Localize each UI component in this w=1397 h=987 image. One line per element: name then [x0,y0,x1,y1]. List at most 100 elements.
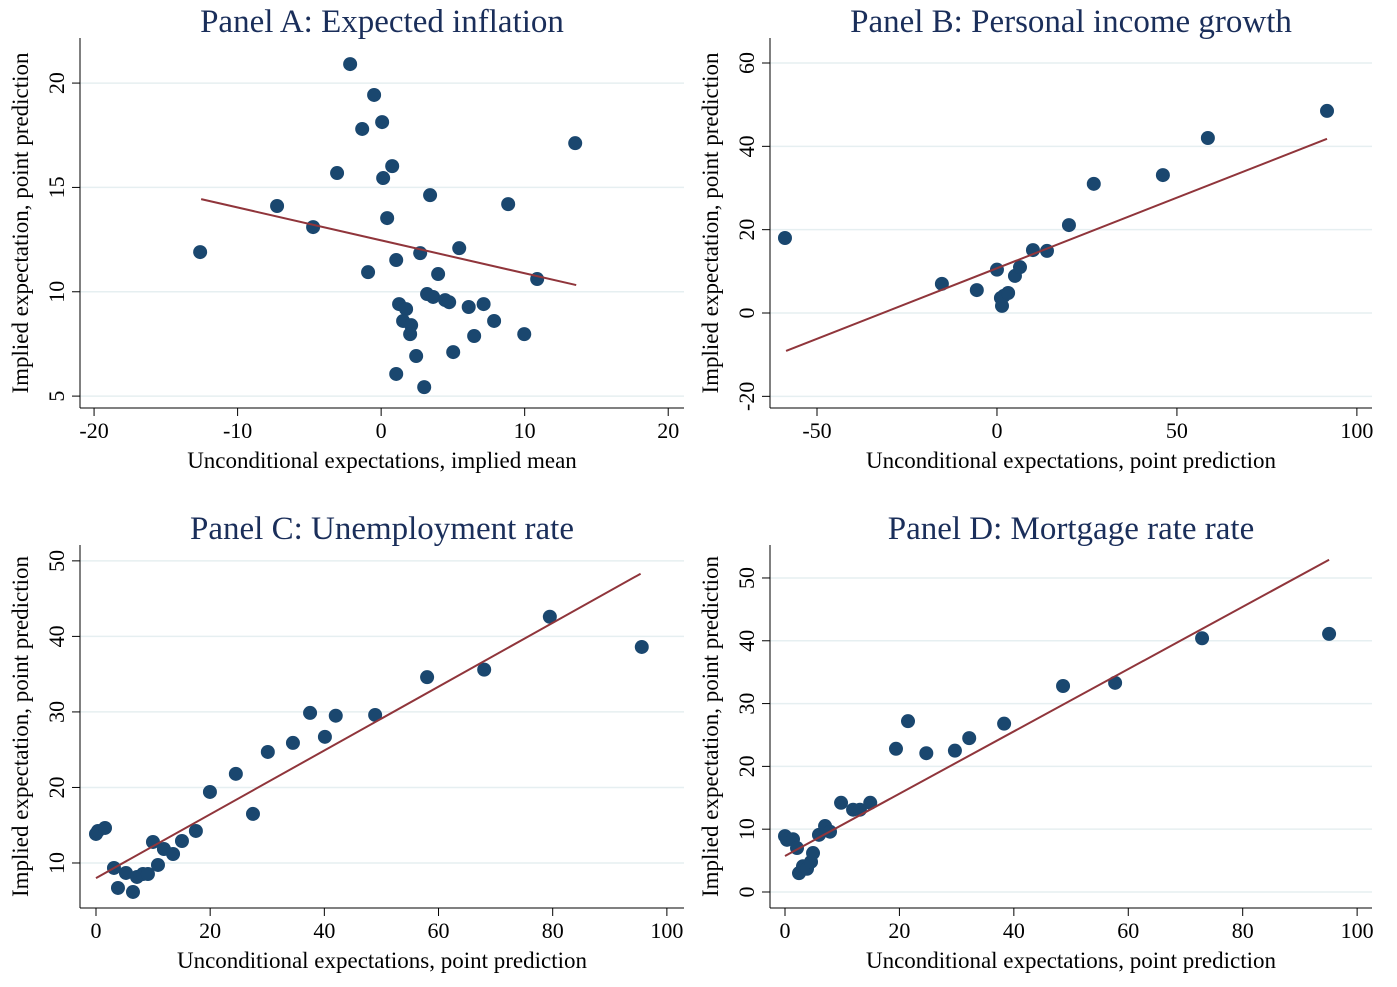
point [328,708,343,723]
point [461,299,476,314]
x-tick-label: 60 [1117,918,1139,943]
point [330,166,345,181]
point [118,865,133,880]
point [423,188,438,203]
point [260,744,275,759]
y-tick-label: 60 [734,52,759,74]
point [962,731,977,746]
y-tick-label: 30 [44,701,69,723]
y-tick-label: 20 [734,755,759,777]
point [1012,260,1027,275]
point [1155,168,1170,183]
y-tick-label: 50 [734,567,759,589]
x-axis-label: Unconditional expectations, point predic… [866,948,1277,973]
fit-line [95,572,642,879]
y-tick-label: 20 [44,72,69,94]
y-tick-label: 30 [734,693,759,715]
y-tick-label: 15 [44,176,69,198]
point [145,834,160,849]
y-axis-label: Implied expectation, point prediction [8,52,33,394]
point [568,136,583,151]
x-tick-label: 100 [650,918,683,943]
point [1322,626,1337,641]
point [834,795,849,810]
point [98,820,113,835]
y-tick-label: 20 [44,776,69,798]
point [777,231,792,245]
point [888,741,903,756]
point [228,766,243,781]
point [306,220,321,235]
point [1056,678,1071,693]
point [919,746,934,761]
x-axis-label: Unconditional expectations, implied mean [187,448,577,473]
point [467,329,482,344]
y-tick-label: 5 [44,391,69,402]
point [969,283,984,298]
x-tick-label: -20 [79,418,108,443]
point [420,670,435,685]
point [110,880,125,895]
panel: 5 10 15 20 -20 -10 0 10 20 Panel A: Expected infl… [8,4,684,473]
point [1320,103,1335,118]
point [303,705,318,720]
x-tick-label: 0 [991,418,1002,443]
point [1108,675,1123,690]
point [270,198,285,213]
point [166,846,181,861]
y-tick-label: 40 [734,135,759,157]
point [389,253,404,268]
point [501,197,516,212]
x-tick-label: 40 [1003,918,1025,943]
point [452,241,467,256]
x-axis-label: Unconditional expectations, point predic… [866,448,1277,473]
fit-line [785,137,1328,352]
point [1061,218,1076,233]
point [125,884,140,899]
x-tick-label: 80 [542,918,564,943]
point [285,735,300,750]
x-tick-label: 100 [1341,918,1374,943]
panel-title: Panel B: Personal income growth [850,4,1292,40]
point [202,784,217,799]
y-tick-label: 10 [44,281,69,303]
x-tick-label: 10 [514,418,536,443]
y-axis-label: Implied expectation, point prediction [8,555,33,897]
panel: 10 20 30 40 50 0 20 40 60 80 100 Panel C: Unemploym… [8,511,684,973]
x-tick-label: 100 [1340,418,1373,443]
y-axis-label: Implied expectation, point prediction [698,52,723,394]
x-tick-label: 20 [657,418,679,443]
point [140,867,155,882]
point [477,662,492,677]
point [380,211,395,226]
fit-line [784,558,1330,857]
x-tick-label: 0 [90,918,101,943]
x-tick-label: -10 [223,418,252,443]
y-tick-label: 0 [734,308,759,319]
point [245,806,260,821]
y-axis-label: Implied expectation, point prediction [698,555,723,897]
point [997,716,1012,731]
point [476,297,491,312]
point [431,267,446,282]
panel-title: Panel A: Expected inflation [200,4,564,40]
y-tick-label: 10 [44,852,69,874]
y-tick-label: 20 [734,219,759,241]
y-tick-label: 40 [44,625,69,647]
fit-line [200,198,577,287]
point [442,295,457,310]
point [517,327,532,342]
point [361,265,376,280]
point [947,743,962,758]
point [487,313,502,328]
point [174,834,189,849]
point [634,639,649,654]
point [417,380,432,395]
point [385,159,400,174]
x-tick-label: 20 [199,918,221,943]
point [900,714,915,729]
point [446,345,461,360]
point [1086,176,1101,191]
panel-title: Panel C: Unemployment rate [190,511,574,547]
